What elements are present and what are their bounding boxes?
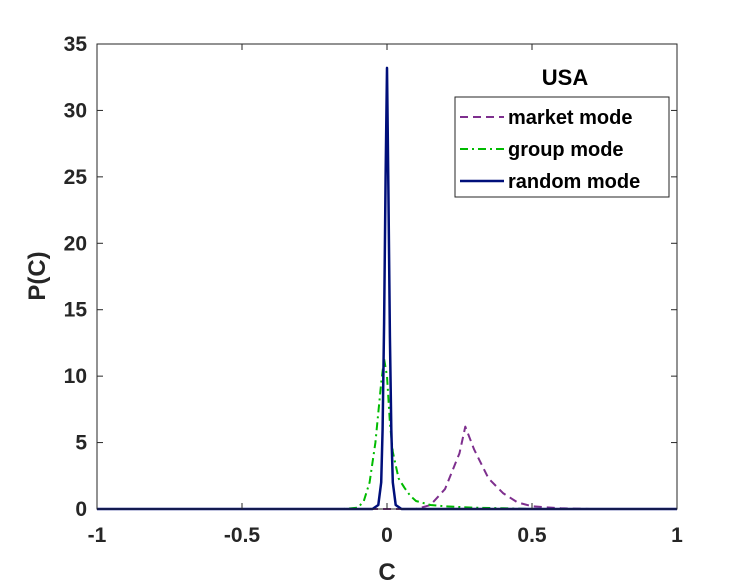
x-tick-label: -0.5 [224, 524, 261, 547]
x-tick-label: 0.5 [517, 524, 547, 547]
series-layer [97, 66, 677, 511]
legend-label-random-mode: random mode [508, 171, 640, 193]
legend-label-market-mode: market mode [508, 107, 633, 129]
series-line-random-mode [97, 66, 677, 511]
y-tick-label: 20 [64, 232, 87, 255]
y-tick-label: 15 [64, 299, 88, 322]
series-line-market-mode [97, 425, 677, 510]
y-tick-label: 0 [75, 498, 87, 521]
legend-label-group-mode: group mode [508, 139, 624, 161]
y-tick-label: 25 [64, 166, 88, 189]
x-tick-label: 1 [671, 524, 683, 547]
y-axis-title: P(C) [24, 251, 51, 300]
x-axis-title: C [378, 559, 395, 586]
chart-annotation: USA [542, 65, 589, 90]
y-tick-label: 30 [64, 99, 87, 122]
x-tick-label: -1 [88, 524, 107, 547]
legend: market mode group mode random mode [454, 96, 670, 198]
y-tick-label: 5 [75, 432, 87, 455]
legend-items: market mode group mode random mode [460, 107, 640, 193]
x-tick-label: 0 [381, 524, 393, 547]
y-tick-label: 10 [64, 365, 87, 388]
y-tick-label: 35 [64, 33, 88, 56]
